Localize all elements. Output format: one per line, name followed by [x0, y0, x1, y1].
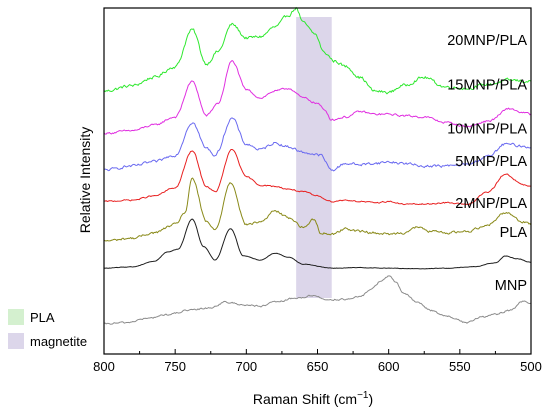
series-label-mnp: MNP [495, 278, 527, 294]
x-tick-label-750: 750 [164, 359, 186, 374]
series-line-mnp [103, 275, 532, 325]
x-axis-label-close: ) [368, 391, 373, 407]
x-tick-label-800: 800 [93, 359, 115, 374]
highlight-bands [296, 17, 332, 298]
x-axis-label-unit-exponent: −1 [357, 390, 369, 401]
x-axis-label: Raman Shift (cm−1) [253, 390, 373, 407]
legend-swatch-pla [8, 309, 24, 325]
series-label-2mnp-pla: 2MNP/PLA [455, 196, 527, 212]
series-line-15mnp-pla [103, 60, 532, 135]
series-label-15mnp-pla: 15MNP/PLA [447, 78, 527, 94]
series-line-10mnp-pla [103, 117, 531, 172]
legend: PLA magnetite [8, 309, 87, 349]
series-line-pla [103, 218, 532, 270]
series-label-5mnp-pla: 5MNP/PLA [455, 154, 527, 170]
series-label-10mnp-pla: 10MNP/PLA [447, 121, 527, 137]
x-tick-label-500: 500 [520, 359, 542, 374]
x-tick-label-600: 600 [378, 359, 400, 374]
highlight-band-magnetite [296, 17, 332, 298]
legend-label-magnetite: magnetite [30, 334, 87, 349]
legend-label-pla: PLA [30, 310, 55, 325]
series-line-2mnp-pla [103, 177, 532, 242]
series-labels: 20MNP/PLA 15MNP/PLA 10MNP/PLA 5MNP/PLA 2MNP/… [447, 33, 527, 294]
series-line-20mnp-pla [103, 6, 532, 95]
y-axis-label: Relative Intensity [77, 127, 93, 234]
x-tick-label-650: 650 [307, 359, 329, 374]
series-layer [103, 6, 532, 325]
series-line-5mnp-pla [103, 148, 532, 206]
series-label-pla: PLA [500, 225, 528, 241]
x-ticks: 800 750 700 650 600 550 500 [93, 349, 542, 374]
x-axis-label-main: Raman Shift (cm [253, 391, 357, 407]
series-label-20mnp-pla: 20MNP/PLA [447, 33, 527, 49]
x-tick-label-700: 700 [235, 359, 257, 374]
legend-swatch-magnetite [8, 333, 24, 349]
x-tick-label-550: 550 [449, 359, 471, 374]
